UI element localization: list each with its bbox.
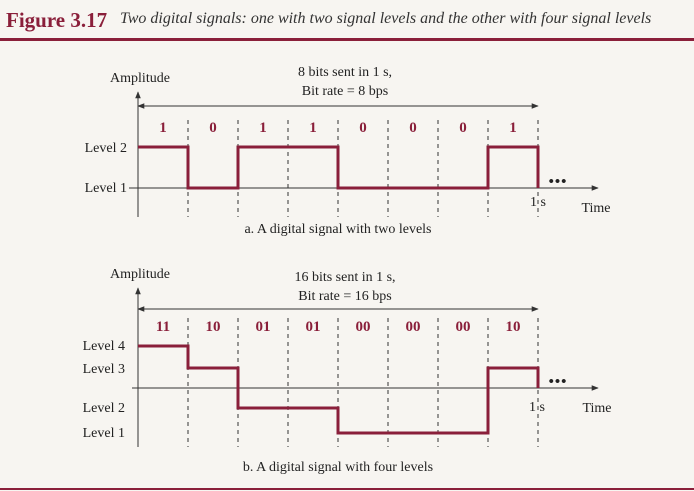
header-rule: [0, 38, 694, 41]
panel-b-bit-5: 00: [356, 319, 371, 335]
panel-a-bit-7: 0: [459, 120, 467, 136]
figure-header: Figure 3.17 Two digital signals: one wit…: [0, 0, 694, 40]
panel-a-bit-8: 1: [509, 120, 517, 136]
panel-b-bit-dividers: [187, 318, 539, 447]
panel-b-caption: b. A digital signal with four levels: [243, 460, 433, 475]
panel-b-level-1-label: Level 1: [83, 426, 125, 441]
panel-a-bit-4: 1: [309, 120, 317, 136]
panel-b-summary-line2: Bit rate = 16 bps: [298, 289, 391, 304]
panel-a-level-1-label: Level 1: [85, 181, 127, 196]
footer-rule: [0, 488, 694, 490]
panel-b-summary-line1: 16 bits sent in 1 s,: [294, 270, 395, 285]
panel-b-bit-6: 00: [406, 319, 421, 335]
panel-b: Amplitude 16 bits sent in 1 s, Bit rate …: [83, 267, 612, 475]
panel-a-bit-2: 0: [209, 120, 217, 136]
panel-a: Amplitude 8 bits sent in 1 s, Bit rate =…: [85, 65, 611, 237]
panel-a-time-tick-label: 1 s: [530, 195, 546, 210]
panel-b-bit-2: 10: [206, 319, 221, 335]
panel-b-bit-7: 00: [456, 319, 471, 335]
panel-b-time-tick-label: 1 s: [529, 400, 545, 415]
panel-a-signal-waveform: [138, 145, 540, 190]
panel-b-bit-3: 01: [256, 319, 271, 335]
figure-caption: Two digital signals: one with two signal…: [120, 10, 652, 27]
panel-b-bit-4: 01: [306, 319, 321, 335]
panel-b-continuation-dots: •••: [549, 374, 568, 390]
panel-a-summary-line1: 8 bits sent in 1 s,: [298, 65, 392, 80]
panel-b-level-3-label: Level 3: [83, 362, 125, 377]
panel-a-bit-3: 1: [259, 120, 267, 136]
panel-b-amplitude-label: Amplitude: [110, 267, 170, 282]
panel-a-caption: a. A digital signal with two levels: [244, 222, 431, 237]
panel-a-bit-5: 0: [359, 120, 367, 136]
panel-a-time-label: Time: [581, 201, 610, 216]
panel-b-bit-1: 11: [156, 319, 170, 335]
panel-a-level-2-label: Level 2: [85, 141, 127, 156]
panel-b-signal-waveform: [138, 344, 540, 435]
panel-a-bit-1: 1: [159, 120, 167, 136]
panel-a-amplitude-label: Amplitude: [110, 71, 170, 86]
figure-label: Figure 3.17: [6, 8, 108, 32]
panel-a-summary-line2: Bit rate = 8 bps: [302, 84, 388, 99]
panel-a-bit-6: 0: [409, 120, 417, 136]
panel-b-bit-8: 10: [506, 319, 521, 335]
panel-b-level-4-label: Level 4: [83, 339, 125, 354]
panel-a-continuation-dots: •••: [549, 174, 568, 190]
panel-b-time-label: Time: [582, 401, 611, 416]
panel-b-level-2-label: Level 2: [83, 401, 125, 416]
